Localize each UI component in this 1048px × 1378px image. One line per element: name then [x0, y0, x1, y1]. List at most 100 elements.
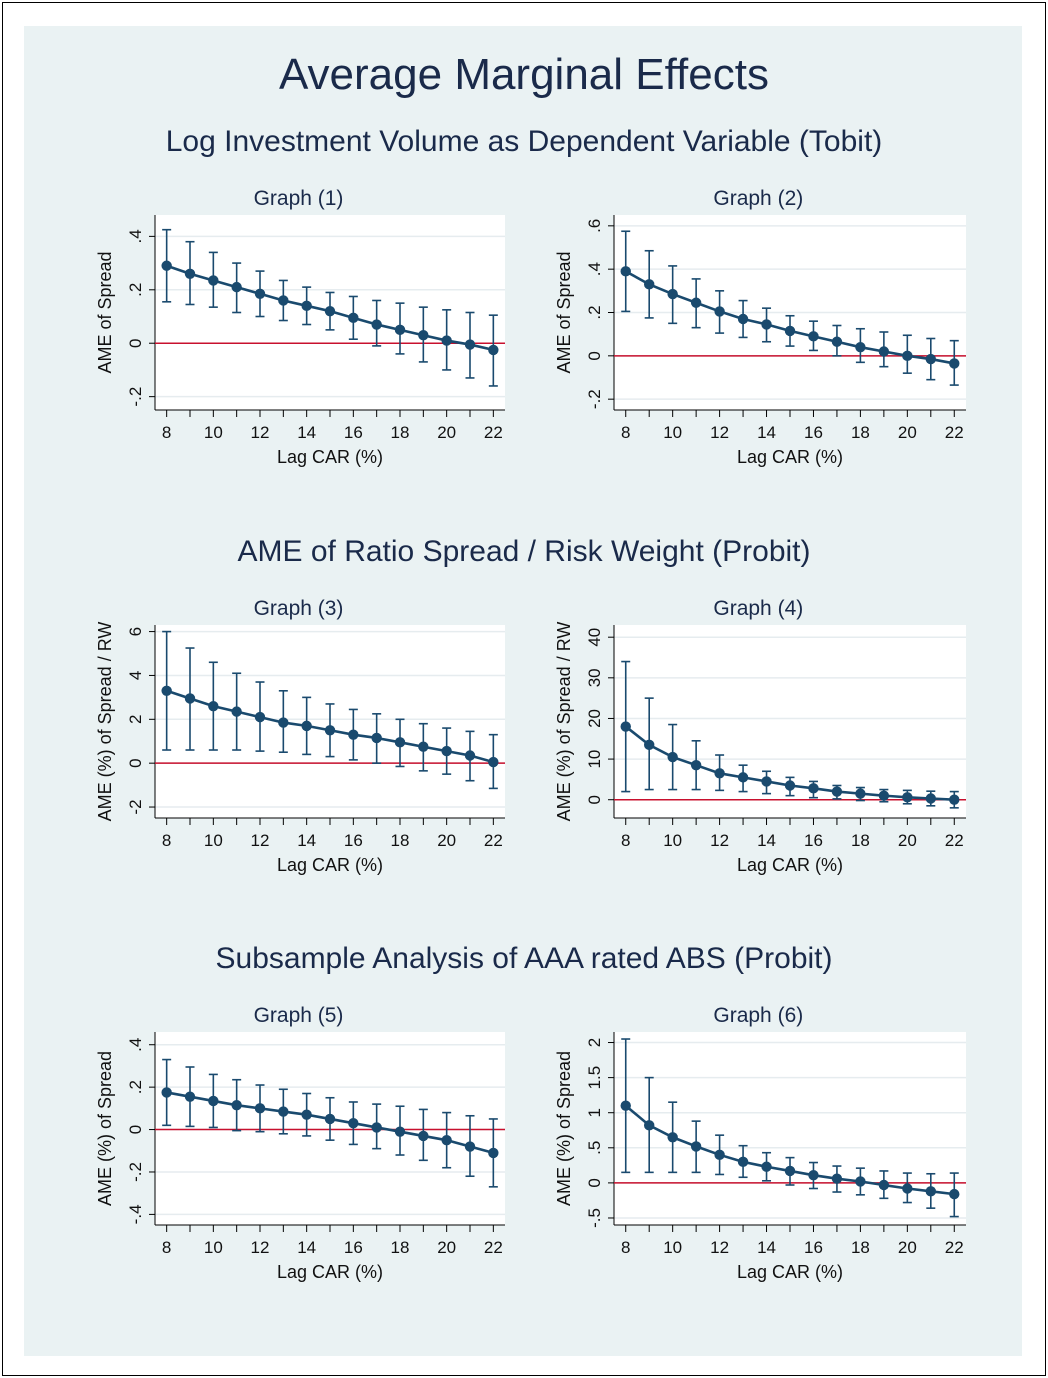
data-point [667, 288, 678, 300]
data-point [690, 1141, 702, 1152]
data-point [878, 790, 890, 801]
data-point [231, 706, 242, 717]
x-tick-label: 18 [851, 423, 870, 442]
section-title-1: Log Investment Volume as Dependent Varia… [165, 125, 883, 158]
data-point [644, 739, 655, 751]
data-point [784, 780, 796, 791]
data-point [441, 335, 452, 346]
x-tick-label: 20 [898, 1238, 917, 1257]
data-point [324, 305, 336, 317]
data-point [644, 1120, 655, 1131]
y-tick-label: .4 [585, 262, 604, 276]
data-point [902, 792, 913, 803]
data-point [878, 1179, 890, 1191]
x-axis-label: Lag CAR (%) [737, 855, 843, 875]
y-tick-label: .2 [126, 283, 145, 297]
x-tick-label: 12 [251, 423, 270, 442]
data-point [464, 339, 476, 350]
y-tick-label: .2 [585, 305, 604, 319]
x-tick-label: 14 [297, 831, 316, 850]
plot-area [614, 1032, 966, 1225]
x-tick-label: 20 [898, 831, 917, 850]
data-point [855, 341, 866, 353]
data-point [925, 353, 936, 365]
data-point [371, 732, 382, 744]
data-point [161, 260, 172, 271]
data-point [324, 725, 336, 736]
x-tick-label: 12 [710, 831, 729, 850]
x-tick-label: 22 [484, 423, 503, 442]
y-tick-label: -.4 [126, 1204, 145, 1224]
x-tick-label: 22 [945, 423, 964, 442]
x-tick-label: 22 [945, 831, 964, 850]
data-point [231, 281, 242, 293]
data-point [488, 756, 499, 768]
x-tick-label: 12 [710, 423, 729, 442]
data-point [690, 297, 702, 308]
x-tick-label: 22 [484, 1238, 503, 1257]
data-point [348, 1117, 359, 1129]
data-point [278, 295, 289, 306]
data-point [949, 1188, 960, 1200]
x-tick-label: 16 [344, 423, 363, 442]
data-point [301, 300, 312, 312]
x-tick-label: 16 [804, 831, 823, 850]
data-point [161, 685, 172, 696]
x-axis-label: Lag CAR (%) [277, 1262, 383, 1282]
data-point [831, 786, 843, 797]
y-tick-label: 0 [126, 758, 145, 767]
data-point [441, 1134, 452, 1146]
data-point [301, 1109, 312, 1120]
data-point [371, 319, 382, 330]
section-title-3: Subsample Analysis of AAA rated ABS (Pro… [215, 942, 833, 975]
y-tick-label: 2 [585, 1038, 604, 1047]
data-point [464, 1141, 476, 1152]
y-tick-label: 0 [585, 1178, 604, 1187]
data-point [418, 330, 429, 341]
data-point [925, 793, 936, 804]
x-tick-label: 10 [663, 1238, 682, 1257]
graph-5: -.4 -.2 0 .2 .4 8 10 12 14 16 18 20 22 Lag CAR (%) AME… [95, 1004, 505, 1282]
data-point [644, 279, 655, 290]
graph-6: -.5 0 .5 1 1.5 2 8 10 12 14 16 18 20 22 Lag CAR (%) AME… [554, 1004, 966, 1282]
data-point [737, 772, 749, 783]
y-tick-label: .4 [126, 229, 145, 243]
data-point [902, 1183, 913, 1194]
graph-title: Graph (4) [713, 597, 803, 620]
x-tick-label: 10 [204, 831, 223, 850]
graph-title: Graph (5) [254, 1004, 344, 1027]
data-point [184, 693, 196, 704]
y-tick-label: -.5 [585, 1208, 604, 1228]
figure-title: Average Marginal Effects [279, 50, 769, 99]
data-point [488, 1147, 499, 1159]
y-tick-label: 6 [126, 627, 145, 636]
data-point [348, 312, 359, 324]
x-tick-label: 14 [297, 423, 316, 442]
data-point [761, 319, 772, 330]
y-tick-label: -.2 [126, 1162, 145, 1182]
x-tick-label: 18 [851, 831, 870, 850]
data-point [737, 1156, 749, 1168]
data-point [761, 1161, 772, 1172]
x-tick-label: 20 [898, 423, 917, 442]
data-point [394, 737, 406, 748]
data-point [878, 346, 890, 357]
x-tick-label: 10 [204, 423, 223, 442]
data-point [808, 331, 819, 342]
data-point [761, 776, 772, 787]
x-tick-label: 12 [251, 1238, 270, 1257]
x-tick-label: 16 [804, 423, 823, 442]
x-tick-label: 8 [621, 423, 630, 442]
x-tick-label: 18 [851, 1238, 870, 1257]
x-tick-label: 20 [437, 423, 456, 442]
data-point [208, 275, 219, 286]
graph-title: Graph (3) [254, 597, 344, 620]
graph-title: Graph (1) [254, 187, 344, 210]
graph-1: -.2 0 .2 .4 8 10 12 14 16 18 20 22 Lag CAR (%) AME of… [95, 187, 505, 467]
y-tick-label: -.2 [126, 387, 145, 407]
data-point [925, 1186, 936, 1197]
data-point [690, 759, 702, 771]
data-point [714, 306, 725, 317]
data-point [418, 741, 429, 752]
y-tick-label: 40 [585, 628, 604, 647]
